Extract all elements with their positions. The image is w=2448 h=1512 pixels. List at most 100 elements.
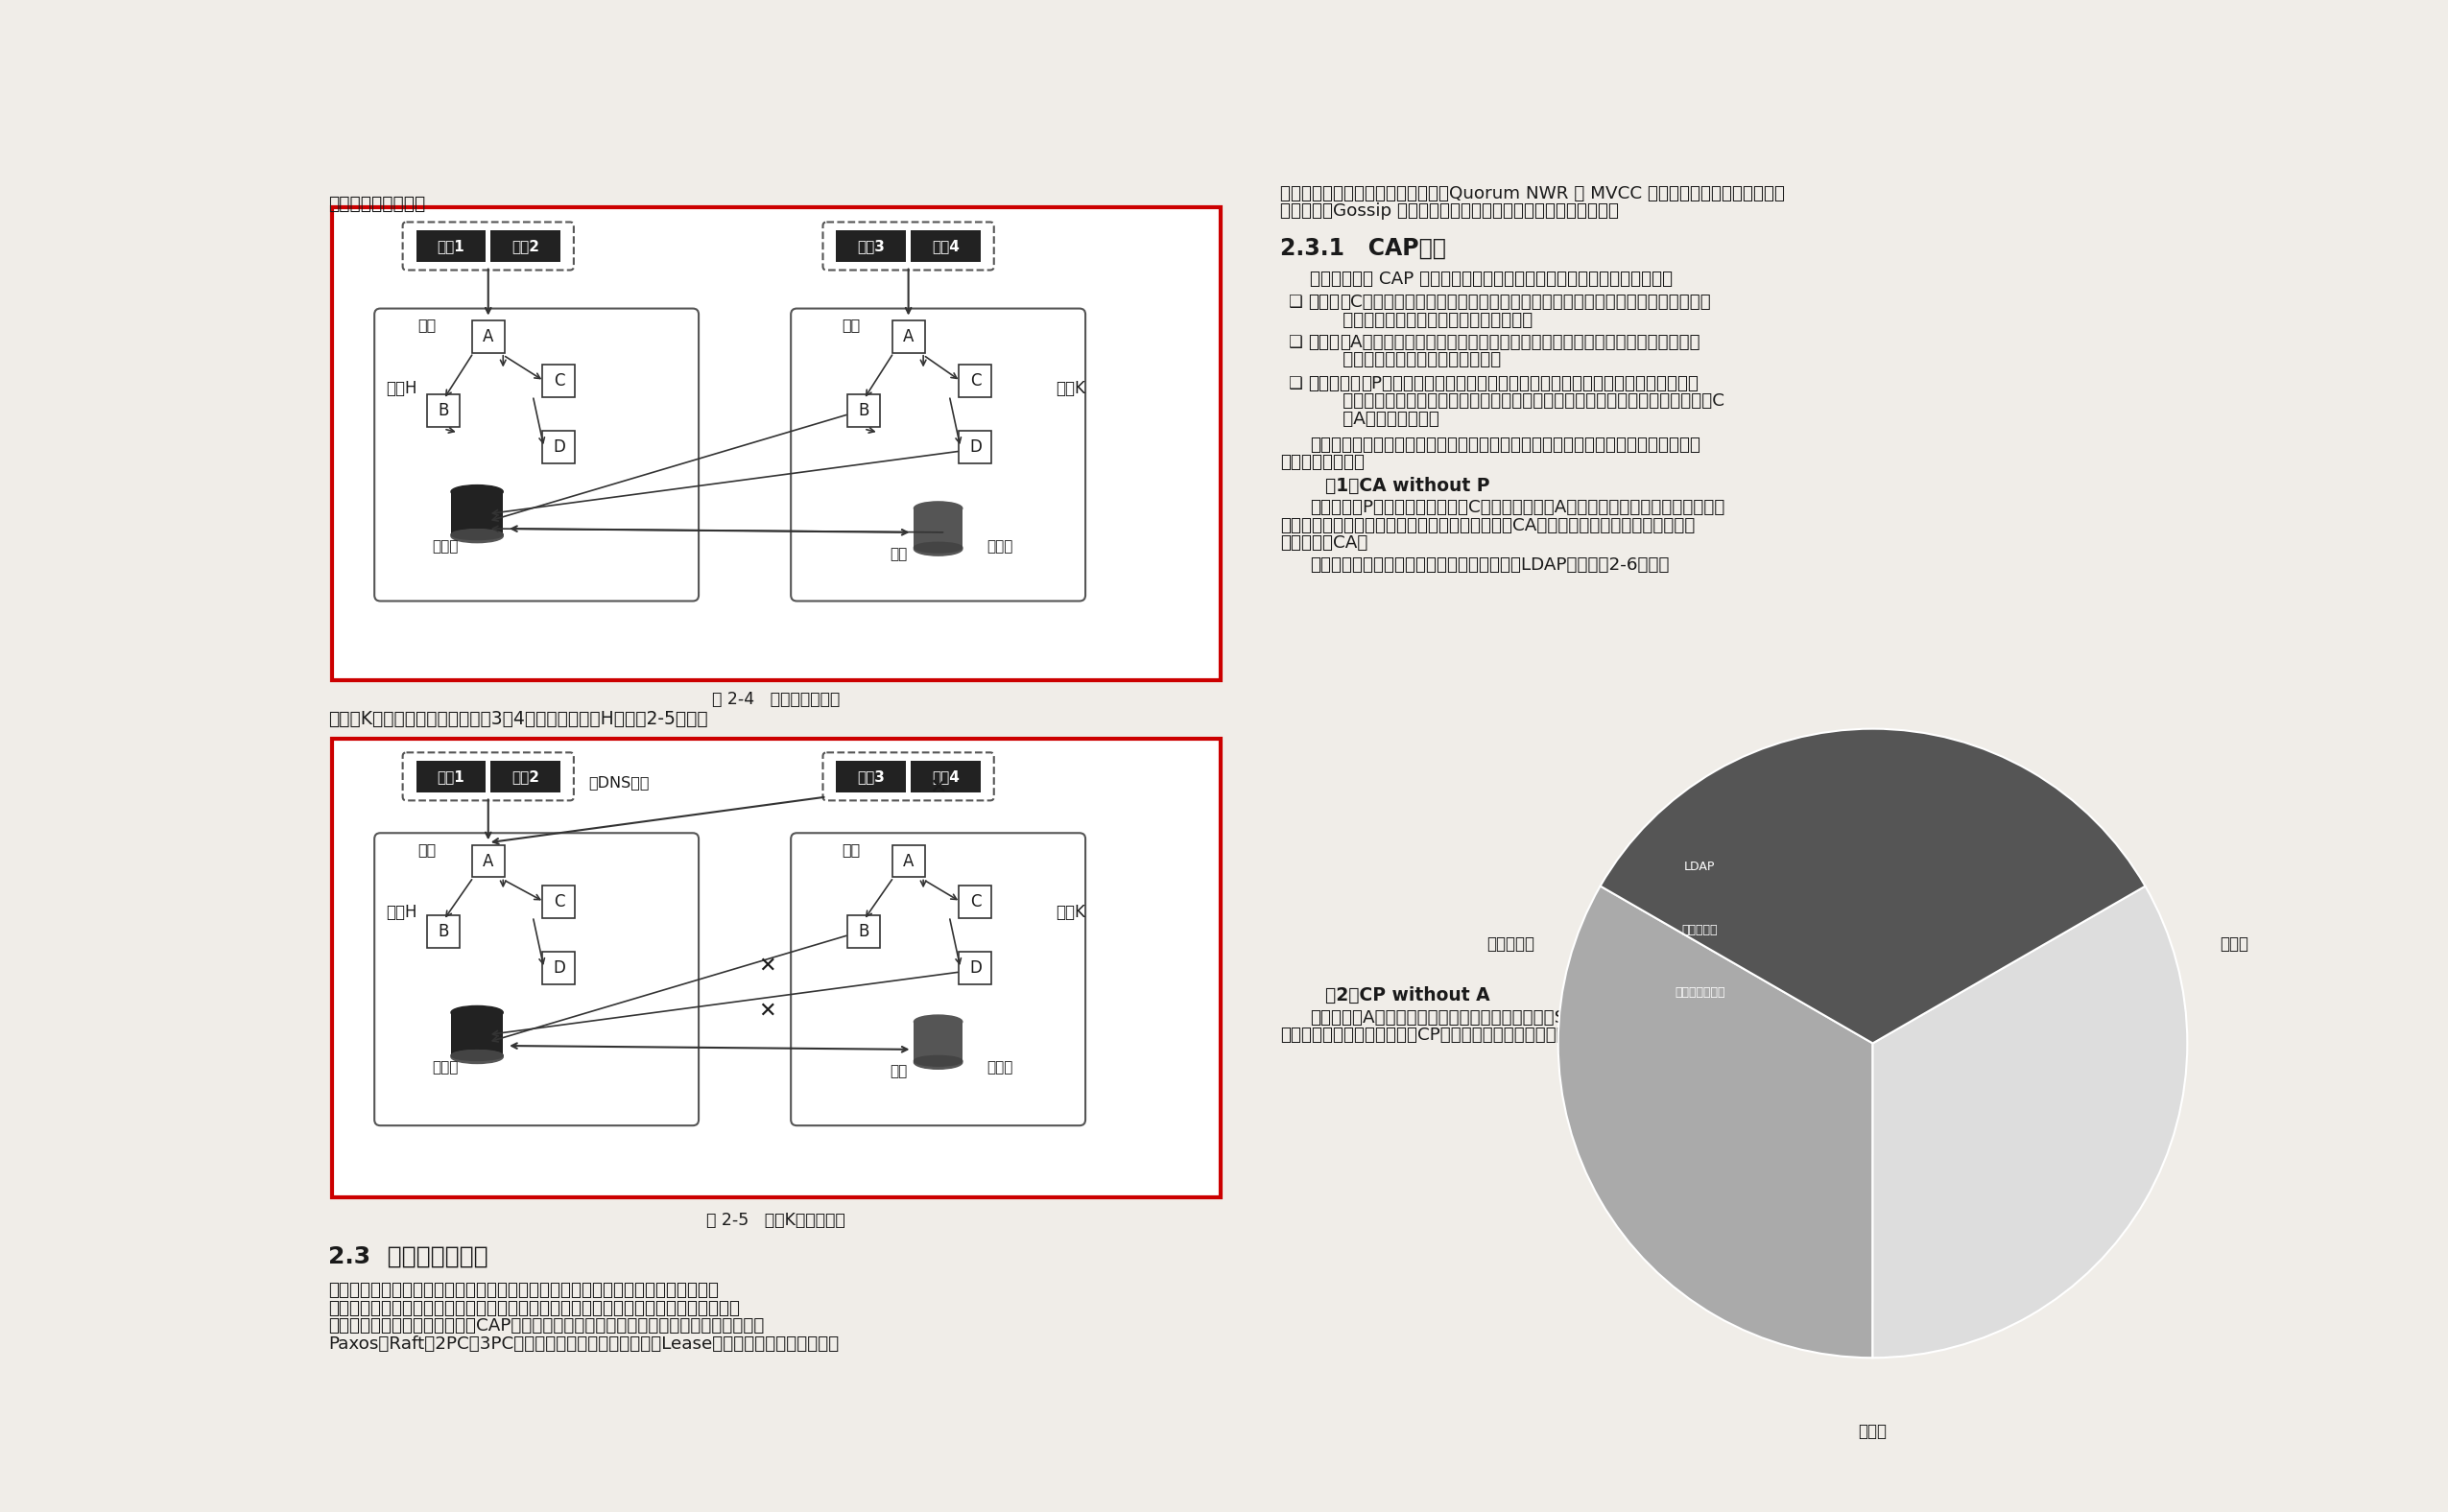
FancyBboxPatch shape [333,207,1222,680]
Text: 服务: 服务 [419,318,436,333]
FancyBboxPatch shape [333,739,1222,1198]
Text: 图 2-4   机房容灾示意图: 图 2-4 机房容灾示意图 [712,691,840,709]
FancyBboxPatch shape [891,845,925,877]
FancyBboxPatch shape [401,753,573,800]
FancyBboxPatch shape [543,953,575,984]
Text: 地区4: 地区4 [933,239,960,254]
FancyBboxPatch shape [960,886,991,918]
FancyBboxPatch shape [791,308,1084,602]
Text: C: C [553,372,565,390]
Ellipse shape [450,485,504,499]
Ellipse shape [450,1005,504,1019]
Text: 地区4: 地区4 [933,770,960,783]
Text: 机房K: 机房K [1055,904,1084,921]
Text: 切DNS流量: 切DNS流量 [588,776,649,791]
Text: LDAP: LDAP [1684,860,1716,874]
Text: D: D [969,960,982,977]
Text: （A）：在集群中一部分节点故障后，集群整体是否还能响应客户端的读写请: （A）：在集群中一部分节点故障后，集群整体是否还能响应客户端的读写请 [1339,334,1701,351]
Text: （1）CA without P: （1）CA without P [1324,476,1488,494]
Text: （P）：以实际效果而言，分区相当于对通信的时限要求。系统如果不能: （P）：以实际效果而言，分区相当于对通信的时限要求。系统如果不能 [1361,375,1699,392]
Text: 地区1: 地区1 [438,239,465,254]
Ellipse shape [450,529,504,540]
FancyBboxPatch shape [472,321,504,352]
Text: 图 2-5   机房K不可用图示: 图 2-5 机房K不可用图示 [707,1213,845,1229]
Text: 分区不是你想不想的问题，而是始终会存在，因此CA的系统更多的是允许分区后各子系: 分区不是你想不想的问题，而是始终会存在，因此CA的系统更多的是允许分区后各子系 [1280,517,1694,534]
Text: 地区3: 地区3 [857,239,886,254]
Text: B: B [438,402,448,419]
Text: D: D [969,438,982,457]
Text: 地区2: 地区2 [512,239,539,254]
Text: 于所有节点访问同一份最新的数据副本）: 于所有节点访问同一份最新的数据副本） [1310,311,1532,328]
FancyBboxPatch shape [847,395,881,426]
Text: B: B [859,922,869,940]
FancyBboxPatch shape [450,1013,504,1057]
Text: B: B [438,922,448,940]
FancyBboxPatch shape [416,230,487,262]
Text: 同步: 同步 [889,1064,908,1078]
Ellipse shape [450,1051,504,1063]
Text: 一致性: 一致性 [1310,293,1339,311]
FancyBboxPatch shape [913,508,962,549]
Text: D: D [553,960,565,977]
Text: 分区容忍性: 分区容忍性 [1310,375,1361,392]
Text: ❑: ❑ [1288,293,1302,311]
Text: 如果不要求P（不允许分区），则C（强一致性）和A（可用性）是可以保证的。但其实: 如果不要求P（不允许分区），则C（强一致性）和A（可用性）是可以保证的。但其实 [1310,499,1726,517]
Ellipse shape [450,1051,504,1060]
Text: 分区容忍性: 分区容忍性 [1486,936,1535,953]
Text: A: A [903,853,913,869]
FancyBboxPatch shape [837,761,906,792]
FancyBboxPatch shape [891,321,925,352]
Text: 当机房K宕掉的时候，则切换地区3、4的用户访问机房H，如图2-5所示。: 当机房K宕掉的时候，则切换地区3、4的用户访问机房H，如图2-5所示。 [328,709,707,727]
FancyBboxPatch shape [911,230,982,262]
Text: Paxos、Raft、2PC、3PC分别给出了一致性的解决方案；Lease机制主要针对网络拥塞或瞬: Paxos、Raft、2PC、3PC分别给出了一致性的解决方案；Lease机制主… [328,1335,840,1353]
FancyBboxPatch shape [960,953,991,984]
Text: ✕: ✕ [759,1001,776,1021]
FancyBboxPatch shape [490,230,561,262]
Text: 理论，试简略叙述之，以增强读者对相应知识的了解，对于分布式理论感兴趣的朋友可以: 理论，试简略叙述之，以增强读者对相应知识的了解，对于分布式理论感兴趣的朋友可以 [328,1300,739,1317]
Text: 一致性: 一致性 [1858,1423,1887,1441]
Text: 导致同步时间无限延长，如此CP也是可以保证的。很多传统的数据库分布式事务都属于这: 导致同步时间无限延长，如此CP也是可以保证的。很多传统的数据库分布式事务都属于这 [1280,1027,1704,1043]
Text: 步机制做信息复制。: 步机制做信息复制。 [328,195,426,213]
Text: 机房H: 机房H [387,380,416,398]
Text: 统依然保持CA。: 统依然保持CA。 [1280,535,1368,552]
FancyBboxPatch shape [847,915,881,948]
Text: C: C [969,894,982,910]
Text: 求。（对数据更新具备高可用性）: 求。（对数据更新具备高可用性） [1310,351,1501,369]
FancyBboxPatch shape [837,230,906,262]
Text: 和A之间做出选择。: 和A之间做出选择。 [1310,410,1439,428]
Text: 数据库: 数据库 [987,1060,1013,1075]
Ellipse shape [913,543,962,553]
Text: 在分布式系统研究领域有诸多理论，笔者选择和后续案例或缓存开源软件相关的一些: 在分布式系统研究领域有诸多理论，笔者选择和后续案例或缓存开源软件相关的一些 [328,1282,720,1299]
Text: 放弃分区容忍性: 放弃分区容忍性 [1674,986,1726,999]
Text: 数据库: 数据库 [433,540,458,553]
Text: B: B [859,402,869,419]
Text: 典型放弃分区容忍性的例子有关系型数据库、LDAP等，如图2-6所示。: 典型放弃分区容忍性的例子有关系型数据库、LDAP等，如图2-6所示。 [1310,556,1670,575]
FancyBboxPatch shape [375,308,698,602]
FancyBboxPatch shape [791,833,1084,1125]
Text: 数据库: 数据库 [987,540,1013,553]
Wedge shape [1873,886,2189,1358]
Text: 高可用、数据一致是很多系统设计的目标，但是分区又是不可避免的事情，由此引出: 高可用、数据一致是很多系统设计的目标，但是分区又是不可避免的事情，由此引出 [1310,437,1701,454]
Text: ✕: ✕ [930,777,947,797]
Text: 致性问题；Gossip 是一种去中心化、容错而又最终一致性的算法。: 致性问题；Gossip 是一种去中心化、容错而又最终一致性的算法。 [1280,203,1618,221]
Text: （2）CP without A: （2）CP without A [1324,987,1488,1005]
Text: ✕: ✕ [759,957,776,975]
Text: C: C [969,372,982,390]
FancyBboxPatch shape [823,753,994,800]
Text: 机房K: 机房K [1055,380,1084,398]
Text: 断的情况下，出现双主情况的解法；Quorum NWR 和 MVCC 主要解决分布式存储领域的一: 断的情况下，出现双主情况的解法；Quorum NWR 和 MVCC 主要解决分布… [1280,184,1785,203]
Text: 可用性: 可用性 [1310,334,1339,351]
Text: 服务: 服务 [842,318,859,333]
Text: 如果不要求A（可用性），相当于每个请求都需要在Server之间强一致，而P（分区）会: 如果不要求A（可用性），相当于每个请求都需要在Server之间强一致，而P（分区… [1310,1009,1750,1027]
FancyBboxPatch shape [428,395,460,426]
FancyBboxPatch shape [375,833,698,1125]
Wedge shape [1557,886,1873,1358]
Text: 同步: 同步 [889,547,908,561]
FancyBboxPatch shape [543,431,575,464]
Text: A: A [482,328,494,345]
Text: 地区3: 地区3 [857,770,886,783]
Text: 2.3.1   CAP理论: 2.3.1 CAP理论 [1280,237,1447,260]
FancyBboxPatch shape [911,761,982,792]
Text: 数据库: 数据库 [433,1060,458,1075]
FancyBboxPatch shape [416,761,487,792]
